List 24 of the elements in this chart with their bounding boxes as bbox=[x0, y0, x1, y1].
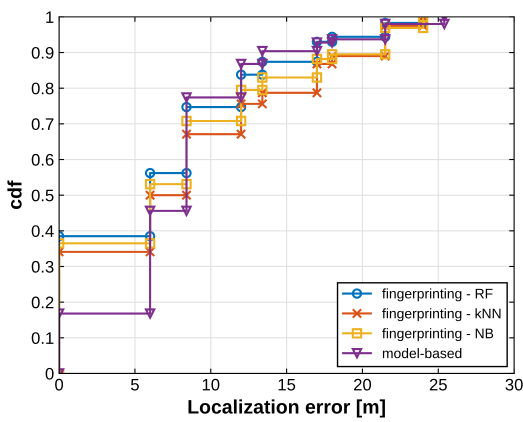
y-tick-label: 0.8 bbox=[32, 82, 54, 94]
x-tick-label: 30 bbox=[505, 378, 523, 391]
x-tick-label: 25 bbox=[430, 378, 447, 391]
y-tick-label: 0.6 bbox=[32, 154, 54, 166]
y-axis-title: cdf bbox=[7, 180, 22, 209]
y-tick-label: 0 bbox=[46, 368, 54, 380]
y-tick-label: 0.9 bbox=[32, 46, 54, 59]
x-axis-title: Localization error [m] bbox=[188, 399, 385, 418]
y-tick-label: 0.7 bbox=[32, 118, 54, 130]
legend-label: fingerprinting - RF bbox=[382, 288, 493, 302]
legend-label: model-based bbox=[382, 348, 462, 358]
x-tick-label: 5 bbox=[130, 378, 139, 391]
legend-label: fingerprinting - kNN bbox=[382, 308, 500, 322]
y-tick-label: 0.4 bbox=[32, 225, 54, 238]
y-tick-label: 0.5 bbox=[32, 190, 54, 202]
x-tick-label: 15 bbox=[278, 378, 296, 391]
x-tick-label: 20 bbox=[354, 378, 372, 391]
x-tick-label: 0 bbox=[55, 378, 64, 391]
y-tick-label: 1 bbox=[46, 11, 54, 23]
y-tick-label: 0.2 bbox=[32, 296, 54, 308]
y-tick-label: 0.3 bbox=[32, 260, 54, 273]
legend-label: fingerprinting - NB bbox=[382, 328, 494, 342]
y-tick-label: 0.1 bbox=[32, 332, 54, 344]
x-tick-label: 10 bbox=[202, 378, 220, 391]
